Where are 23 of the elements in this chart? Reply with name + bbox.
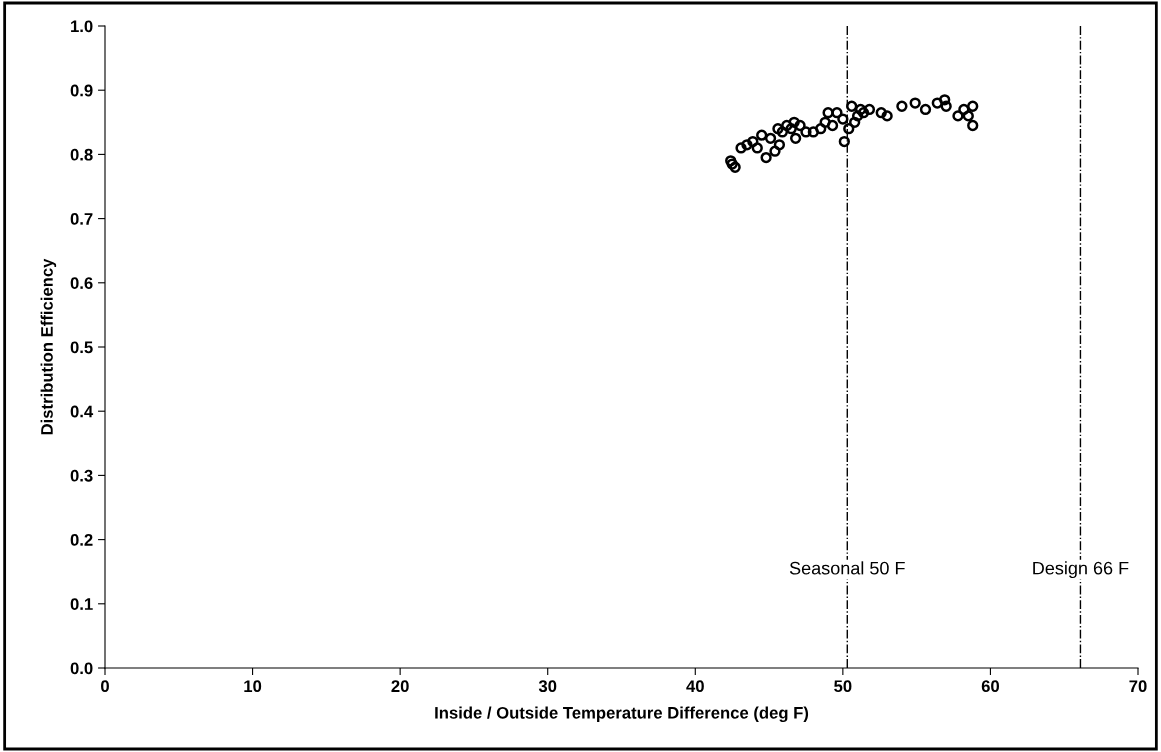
y-tick-label: 0.6: [70, 277, 93, 289]
y-tick-label: 1.0: [71, 20, 93, 33]
y-tick-label: 0.9: [70, 84, 93, 97]
x-axis-title: Inside / Outside Temperature Difference (deg F): [435, 706, 809, 723]
ref-line-label: Seasonal 50 F: [789, 561, 905, 575]
y-axis-title: Distribution Efficiency: [40, 258, 57, 435]
x-tick-label: 30: [538, 680, 557, 693]
x-tick-label: 20: [391, 680, 409, 693]
y-tick-label: 0.4: [70, 405, 94, 418]
y-tick-label: 0.8: [70, 148, 93, 161]
x-tick-label: 10: [244, 680, 262, 693]
y-tick-label: 0.5: [70, 341, 93, 354]
x-tick-label: 40: [686, 680, 704, 693]
ref-line-label: Design 66 F: [1033, 561, 1129, 579]
y-tick-label: 0.2: [70, 534, 93, 546]
y-tick-label: 0.7: [70, 213, 93, 225]
x-tick-label: 60: [981, 680, 1000, 693]
x-tick-label: 70: [1129, 680, 1147, 693]
x-tick-label: 0: [101, 680, 109, 693]
y-tick-label: 0.1: [70, 598, 93, 610]
y-tick-label: 0.3: [70, 469, 93, 482]
x-tick-label: 50: [834, 680, 852, 693]
y-tick-label: 0.0: [70, 662, 93, 675]
